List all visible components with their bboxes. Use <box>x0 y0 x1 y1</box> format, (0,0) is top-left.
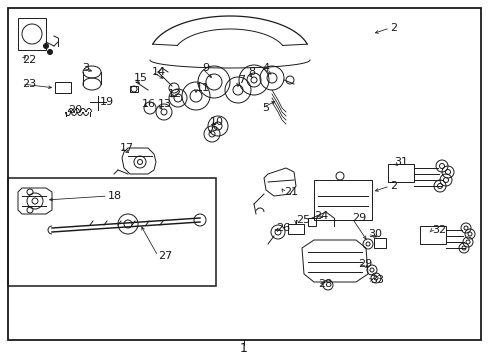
Text: 12: 12 <box>168 89 182 99</box>
Text: 9: 9 <box>202 63 209 73</box>
Text: 26: 26 <box>275 223 289 233</box>
Bar <box>419 226 445 244</box>
Text: 18: 18 <box>108 191 122 201</box>
Text: 29: 29 <box>357 259 371 269</box>
Bar <box>373 238 385 248</box>
Text: 31: 31 <box>393 157 407 167</box>
Text: 33: 33 <box>369 275 383 285</box>
Circle shape <box>43 44 48 49</box>
Text: 28: 28 <box>317 279 331 289</box>
Bar <box>313 180 371 220</box>
Text: 2: 2 <box>389 181 396 191</box>
Text: 14: 14 <box>152 67 166 77</box>
Bar <box>287 224 304 234</box>
Text: 3: 3 <box>82 63 89 73</box>
Bar <box>307 218 315 226</box>
Text: 15: 15 <box>134 73 148 83</box>
Text: 4: 4 <box>262 63 268 73</box>
Text: 32: 32 <box>431 225 445 235</box>
Text: 6: 6 <box>209 123 217 133</box>
Text: 21: 21 <box>284 187 298 197</box>
Text: 7: 7 <box>238 75 244 85</box>
Text: 16: 16 <box>142 99 156 109</box>
Text: 22: 22 <box>22 55 36 65</box>
Bar <box>8 178 216 286</box>
Bar <box>55 82 71 93</box>
Text: 8: 8 <box>247 67 255 77</box>
Text: 2: 2 <box>389 23 396 33</box>
Text: 27: 27 <box>158 251 172 261</box>
Text: 30: 30 <box>367 229 381 239</box>
Text: 24: 24 <box>313 211 327 221</box>
Bar <box>18 18 46 50</box>
Text: 17: 17 <box>120 143 134 153</box>
Text: 23: 23 <box>22 79 36 89</box>
Bar <box>387 164 413 182</box>
Text: 13: 13 <box>158 99 172 109</box>
Text: 10: 10 <box>209 117 224 127</box>
Circle shape <box>47 49 52 54</box>
Text: 20: 20 <box>68 105 82 115</box>
Text: 11: 11 <box>196 83 209 93</box>
Text: 29: 29 <box>351 213 366 223</box>
Text: 5: 5 <box>262 103 268 113</box>
Text: 25: 25 <box>295 215 309 225</box>
Text: 19: 19 <box>100 97 114 107</box>
Text: 1: 1 <box>240 342 247 355</box>
Bar <box>130 86 138 92</box>
